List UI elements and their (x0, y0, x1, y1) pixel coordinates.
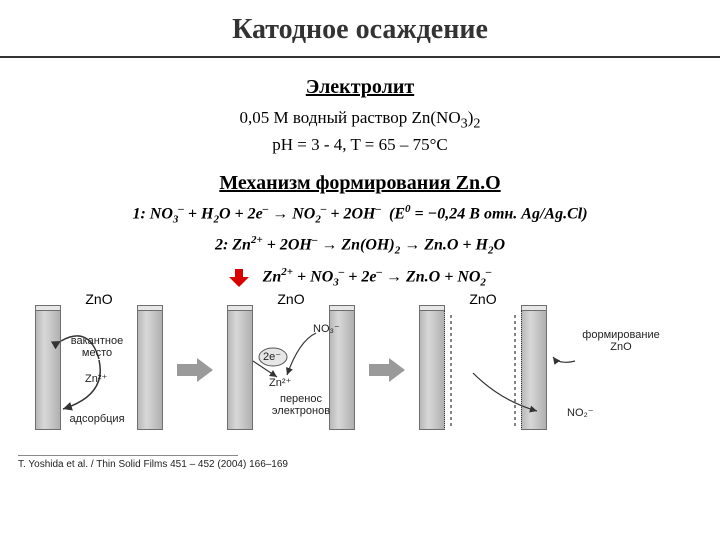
page-title: Катодное осаждение (0, 0, 720, 52)
step-arrow-icon (369, 358, 405, 382)
adsorption-label: адсорбция (65, 413, 129, 425)
step-arrow-icon (177, 358, 213, 382)
vacant-label: вакантноеместо (65, 335, 129, 359)
electrolyte-line2: pH = 3 - 4, T = 65 – 75°C (272, 135, 448, 154)
zn-label: Zn²⁺ (269, 377, 291, 389)
no3-label: NO₃⁻ (313, 323, 340, 335)
zn-label: Zn²⁺ (85, 373, 107, 385)
diagram-panel-2: ZnO 2e⁻ Zn²⁺ NO₃⁻ переносэлектронов (221, 305, 361, 435)
transfer-label: переносэлектронов (265, 393, 337, 417)
formation-label: формированиеZnO (561, 329, 681, 353)
equation-summary-row: Zn2+ + NO3– + 2e– → Zn.O + NO2– (0, 266, 720, 289)
no2-label: NO₂⁻ (567, 407, 594, 419)
citation-divider (18, 455, 238, 456)
electrolyte-description: 0,05 M водный раствор Zn(NO3)2 pH = 3 - … (0, 107, 720, 156)
citation: T. Yoshida et al. / Thin Solid Films 451… (18, 459, 720, 470)
diagram-panel-3: ZnO (413, 305, 553, 435)
title-divider (0, 56, 720, 58)
electrolyte-line1: 0,05 M водный раствор Zn(NO3)2 (240, 108, 481, 127)
equation-summary: Zn2+ + NO3– + 2e– → Zn.O + NO2– (263, 266, 492, 289)
arrow-down-icon (229, 269, 249, 287)
diagram-panel-1: ZnO вакантноеместо Zn²⁺ адсорбция (29, 305, 169, 435)
formation-labels: формированиеZnO NO₂⁻ (561, 305, 691, 435)
mechanism-diagram: ZnO вакантноеместо Zn²⁺ адсорбция ZnO (0, 305, 720, 435)
equation-2: 2: Zn2+ + 2OH– → Zn(OH)2 → Zn.O + H2O (0, 234, 720, 257)
charge-label: 2e⁻ (263, 351, 281, 363)
section-electrolyte: Электролит (0, 76, 720, 99)
equation-1: 1: NO3– + H2O + 2e– → NO2– + 2OH– (E0 = … (0, 203, 720, 226)
section-mechanism: Механизм формирования Zn.O (0, 172, 720, 195)
